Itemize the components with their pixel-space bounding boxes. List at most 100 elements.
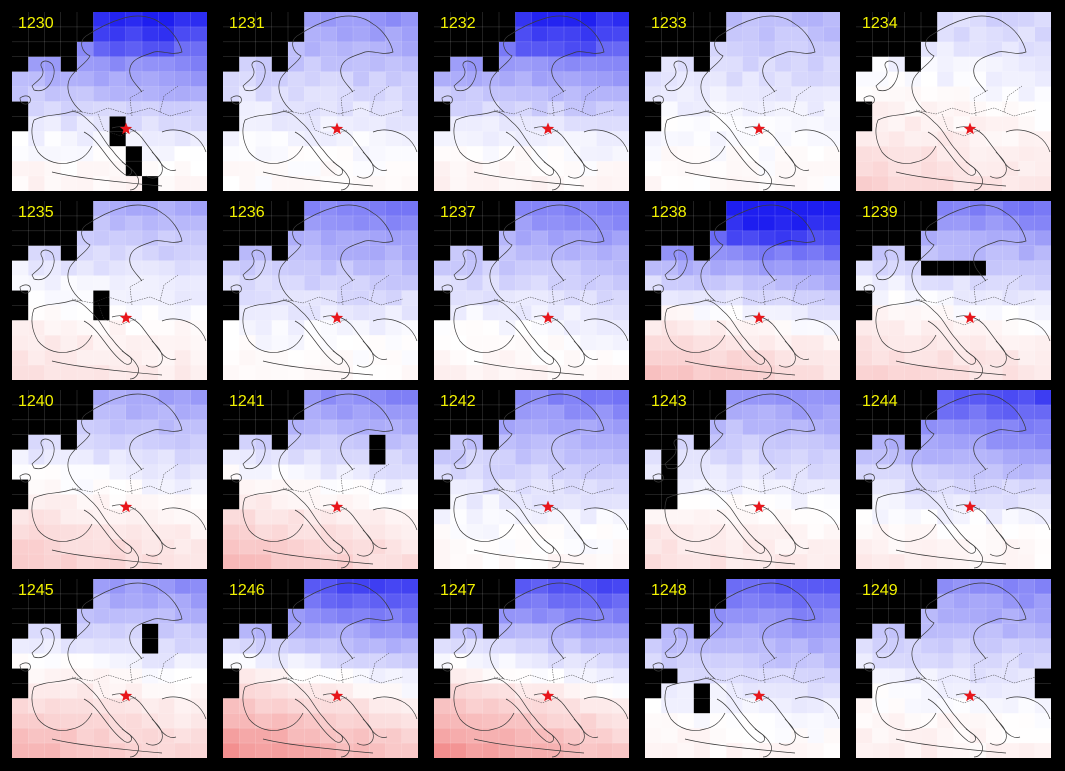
no-data-cell <box>645 579 662 595</box>
no-data-cell <box>921 404 938 421</box>
anomaly-cell <box>969 623 987 640</box>
anomaly-cell <box>271 509 289 525</box>
anomaly-cell <box>547 623 565 640</box>
no-data-cell <box>223 26 240 43</box>
anomaly-cell <box>142 305 159 321</box>
anomaly-cell <box>807 335 825 351</box>
no-data-cell <box>434 390 451 406</box>
anomaly-cell <box>450 668 468 685</box>
no-data-cell <box>223 56 240 73</box>
anomaly-cell <box>888 638 906 655</box>
no-data-cell <box>44 41 62 58</box>
anomaly-cell <box>547 509 565 525</box>
no-data-cell <box>661 434 679 451</box>
anomaly-cell <box>336 161 354 177</box>
anomaly-cell <box>872 743 890 758</box>
anomaly-cell <box>255 365 273 380</box>
anomaly-cell <box>921 668 938 685</box>
anomaly-cell <box>1018 320 1036 336</box>
no-data-cell <box>466 593 484 610</box>
anomaly-cell <box>466 131 484 147</box>
year-label: 1238 <box>651 204 687 221</box>
anomaly-cell <box>255 320 273 336</box>
anomaly-cell <box>547 404 565 421</box>
no-data-cell <box>482 593 500 610</box>
anomaly-cells <box>12 579 207 758</box>
anomaly-cell <box>775 638 792 655</box>
anomaly-cell <box>125 390 143 406</box>
no-data-cell <box>677 579 695 595</box>
anomaly-cell <box>93 449 111 466</box>
anomaly-cell <box>515 554 533 569</box>
anomaly-cell <box>953 698 971 714</box>
anomaly-cell <box>710 230 727 247</box>
anomaly-cell <box>986 539 1003 555</box>
anomaly-cell <box>499 698 516 714</box>
anomaly-cell <box>710 101 727 118</box>
anomaly-cell <box>482 350 500 366</box>
country-borders <box>282 85 404 137</box>
anomaly-cell <box>353 539 370 555</box>
anomaly-cell <box>645 320 662 336</box>
anomaly-cell <box>466 638 484 655</box>
anomaly-cell <box>125 131 143 147</box>
anomaly-cell <box>93 638 111 655</box>
no-data-cell <box>645 26 662 43</box>
anomaly-cell <box>580 12 598 28</box>
anomaly-cell <box>336 539 354 555</box>
anomaly-cell <box>856 161 873 177</box>
anomaly-cell <box>564 275 581 292</box>
anomaly-cell <box>93 56 111 73</box>
anomaly-cell <box>288 41 305 58</box>
anomaly-cell <box>856 524 873 540</box>
anomaly-cell <box>872 131 890 147</box>
anomaly-cell <box>158 71 176 88</box>
anomaly-cell <box>320 290 338 307</box>
anomaly-cell <box>174 593 192 610</box>
no-data-cell <box>28 419 46 436</box>
anomaly-cell <box>158 554 176 569</box>
anomaly-cell <box>726 161 744 177</box>
anomaly-cell <box>158 365 176 380</box>
anomaly-cell <box>77 479 94 496</box>
anomaly-cell <box>710 698 727 714</box>
anomaly-cell <box>93 579 111 595</box>
anomaly-cell <box>28 56 46 73</box>
anomaly-cell <box>775 131 792 147</box>
anomaly-cell <box>856 698 873 714</box>
anomaly-cell <box>142 101 159 118</box>
no-data-cell <box>904 26 922 43</box>
anomaly-cell <box>401 579 418 595</box>
anomaly-cell <box>174 101 192 118</box>
map-panel: 1242 <box>434 390 629 569</box>
anomaly-cell <box>1034 260 1051 277</box>
no-data-cell <box>937 260 955 277</box>
country-borders <box>282 274 404 326</box>
anomaly-cell <box>710 305 727 321</box>
anomaly-cell <box>158 305 176 321</box>
anomaly-cell <box>385 579 403 595</box>
anomaly-cell <box>255 668 273 685</box>
anomaly-cell <box>1002 71 1020 88</box>
anomaly-cell <box>271 494 289 510</box>
anomaly-cell <box>93 335 111 351</box>
anomaly-cell <box>142 320 159 336</box>
anomaly-cell <box>921 320 938 336</box>
anomaly-cell <box>353 161 370 177</box>
anomaly-cell <box>677 305 695 321</box>
anomaly-cell <box>937 275 955 292</box>
anomaly-cell <box>969 275 987 292</box>
anomaly-cell <box>125 230 143 247</box>
anomaly-cell <box>239 554 257 569</box>
anomaly-cell <box>353 350 370 366</box>
anomaly-cell <box>499 608 516 625</box>
anomaly-cell <box>223 539 240 555</box>
anomaly-cell <box>320 86 338 103</box>
anomaly-cell <box>77 683 94 699</box>
anomaly-cell <box>726 743 744 758</box>
anomaly-cell <box>401 260 418 277</box>
anomaly-cell <box>93 12 111 28</box>
anomaly-cell <box>791 86 809 103</box>
anomaly-cell <box>1018 260 1036 277</box>
no-data-cell <box>77 26 94 43</box>
